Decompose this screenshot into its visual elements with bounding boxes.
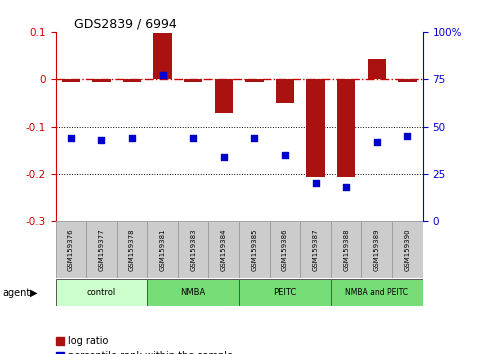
Bar (331, 279, 423, 306)
Text: GSM159390: GSM159390 (404, 228, 411, 271)
Bar (209, 221, 239, 278)
Text: log ratio: log ratio (68, 336, 109, 346)
Text: GSM159381: GSM159381 (159, 228, 166, 271)
Bar (147, 221, 178, 278)
Bar (86, 221, 117, 278)
Bar (117, 221, 147, 278)
Bar (306, 79, 325, 177)
Text: NMBA: NMBA (181, 288, 206, 297)
Text: GSM159385: GSM159385 (251, 228, 257, 271)
Bar (300, 221, 331, 278)
Text: PEITC: PEITC (273, 288, 297, 297)
Point (159, 73, 167, 78)
Bar (147, 279, 239, 306)
Point (67, 135, 75, 141)
Text: GDS2839 / 6994: GDS2839 / 6994 (74, 18, 177, 31)
Point (220, 154, 227, 160)
Bar (123, 79, 141, 81)
Point (128, 135, 136, 141)
Text: GSM159384: GSM159384 (221, 228, 227, 271)
Bar (331, 221, 361, 278)
Bar (62, 79, 80, 81)
Bar (361, 221, 392, 278)
Point (403, 133, 411, 139)
Text: GSM159387: GSM159387 (313, 228, 319, 271)
Bar (56, 279, 147, 306)
Bar (239, 221, 270, 278)
Text: ▶: ▶ (30, 288, 38, 298)
Text: agent: agent (2, 288, 30, 298)
Text: control: control (87, 288, 116, 297)
Point (281, 152, 289, 158)
Bar (184, 79, 202, 81)
Text: GSM159389: GSM159389 (374, 228, 380, 271)
Text: GSM159376: GSM159376 (68, 228, 74, 271)
Point (342, 184, 350, 190)
Bar (368, 59, 386, 79)
Text: NMBA and PEITC: NMBA and PEITC (345, 288, 408, 297)
Bar (214, 79, 233, 113)
Bar (239, 279, 331, 306)
Bar (92, 79, 111, 81)
Point (189, 135, 197, 141)
Text: GSM159378: GSM159378 (129, 228, 135, 271)
Bar (270, 221, 300, 278)
Text: percentile rank within the sample: percentile rank within the sample (68, 351, 233, 354)
Bar (392, 221, 423, 278)
Text: GSM159377: GSM159377 (99, 228, 104, 271)
Bar (154, 33, 172, 79)
Bar (56, 221, 86, 278)
Point (251, 135, 258, 141)
Bar (178, 221, 209, 278)
Text: GSM159383: GSM159383 (190, 228, 196, 271)
Text: GSM159386: GSM159386 (282, 228, 288, 271)
Bar (245, 79, 264, 81)
Bar (398, 79, 416, 81)
Bar (276, 79, 294, 103)
Point (373, 139, 381, 144)
Point (312, 181, 319, 186)
Point (98, 137, 105, 143)
Bar (337, 79, 355, 177)
Text: GSM159388: GSM159388 (343, 228, 349, 271)
